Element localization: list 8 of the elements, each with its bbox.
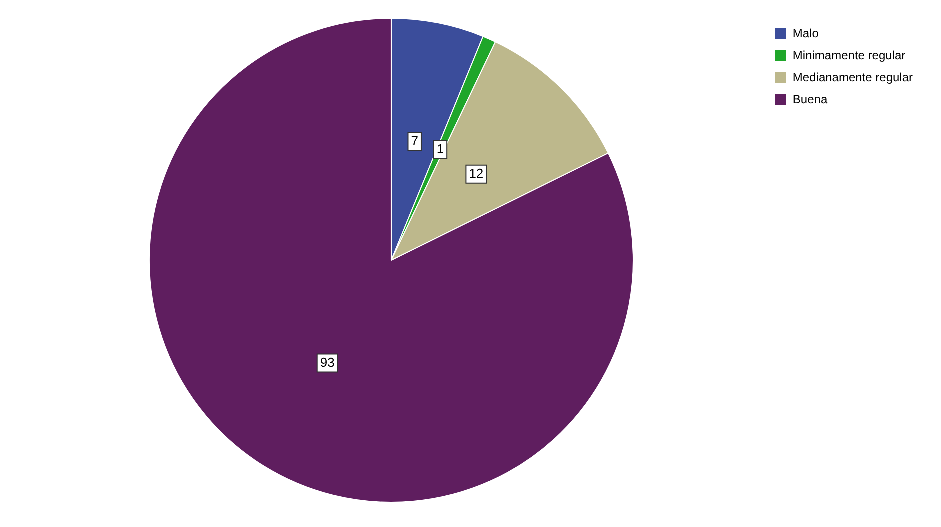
- legend-label: Buena: [792, 92, 828, 106]
- data-label: 1: [436, 141, 444, 156]
- data-label: 12: [469, 166, 484, 181]
- legend-label: Malo: [792, 26, 820, 40]
- data-label: 7: [411, 133, 418, 148]
- legend-label: Minimamente regular: [792, 48, 906, 62]
- data-label: 93: [320, 354, 335, 370]
- legend-label: Medianamente regular: [792, 70, 914, 84]
